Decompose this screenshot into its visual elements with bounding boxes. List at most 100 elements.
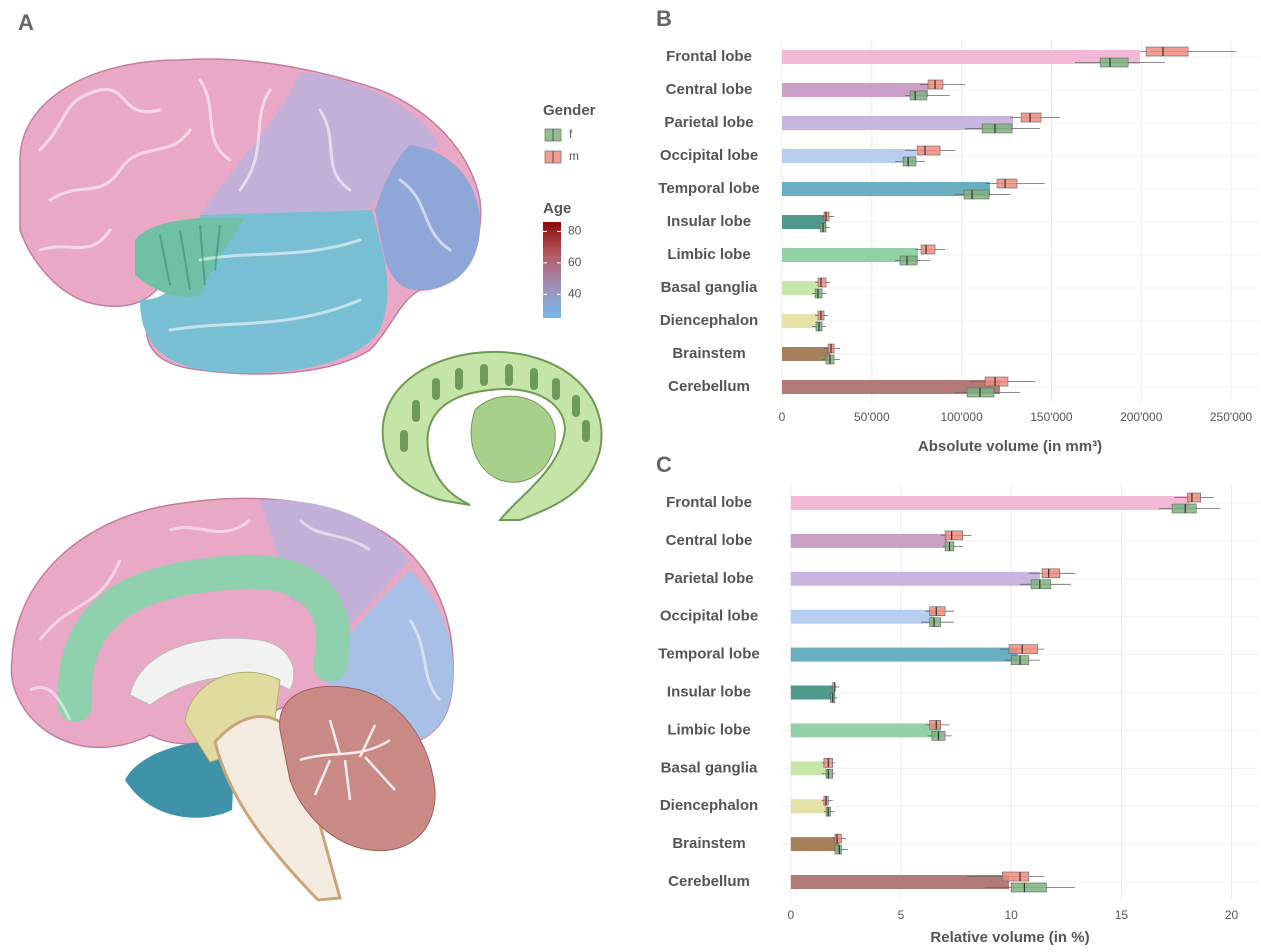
box xyxy=(1002,872,1028,881)
y-tick-label: Limbic lobe xyxy=(667,721,750,738)
box xyxy=(1042,569,1060,578)
figure: A xyxy=(0,0,1261,947)
x-tick-label: 10 xyxy=(1005,908,1019,922)
y-tick-label: Diencephalon xyxy=(660,797,758,814)
x-tick-label: 20 xyxy=(1225,908,1239,922)
box xyxy=(910,91,927,100)
x-tick-label: 5 xyxy=(898,908,905,922)
x-axis-title: Absolute volume (in mm³) xyxy=(918,438,1102,455)
box xyxy=(964,190,989,199)
y-tick-label: Frontal lobe xyxy=(666,48,752,65)
legend-label: m xyxy=(569,149,579,163)
medial-brain xyxy=(11,498,453,900)
bar xyxy=(791,648,1018,662)
box xyxy=(835,845,842,854)
y-tick-label: Occipital lobe xyxy=(660,147,758,164)
bar xyxy=(782,182,990,196)
lateral-brain xyxy=(20,59,481,374)
y-tick-label: Cerebellum xyxy=(668,873,750,890)
box xyxy=(1009,645,1038,654)
colorbar-label: 60 xyxy=(568,255,582,269)
panel-label: C xyxy=(656,452,672,477)
legend-label: f xyxy=(569,127,573,141)
box xyxy=(985,377,1008,386)
y-tick-label: Central lobe xyxy=(666,81,753,98)
panel-label: A xyxy=(18,10,34,35)
box xyxy=(826,769,833,778)
y-tick-label: Parietal lobe xyxy=(664,570,753,587)
page: A xyxy=(0,0,1261,952)
bar xyxy=(791,799,826,813)
box xyxy=(1100,58,1128,67)
box xyxy=(1011,883,1046,892)
bar xyxy=(782,83,928,97)
box xyxy=(835,834,842,843)
box xyxy=(982,124,1012,133)
box xyxy=(1172,504,1196,513)
bar xyxy=(782,116,1013,130)
y-tick-label: Central lobe xyxy=(666,532,753,549)
x-tick-label: 250'000 xyxy=(1210,410,1253,424)
bar xyxy=(782,149,916,163)
y-tick-label: Cerebellum xyxy=(668,378,750,395)
bar xyxy=(782,215,826,229)
y-tick-label: Basal ganglia xyxy=(661,759,758,776)
x-axis-title: Relative volume (in %) xyxy=(930,929,1089,946)
x-tick-label: 0 xyxy=(787,908,794,922)
age-colorbar xyxy=(543,222,561,318)
box xyxy=(945,531,963,540)
bar xyxy=(791,761,826,775)
box xyxy=(921,245,935,254)
legend-title: Age xyxy=(543,200,571,217)
y-tick-label: Basal ganglia xyxy=(661,279,758,296)
bar xyxy=(791,875,1009,889)
bar xyxy=(791,686,835,700)
bar xyxy=(791,572,1040,586)
y-tick-label: Brainstem xyxy=(672,835,745,852)
box xyxy=(930,618,941,627)
bar xyxy=(791,837,839,851)
box xyxy=(1146,47,1188,56)
bar xyxy=(791,723,941,737)
box xyxy=(997,179,1017,188)
x-tick-label: 150'000 xyxy=(1030,410,1073,424)
bar xyxy=(791,496,1190,510)
panel-label: B xyxy=(656,6,672,31)
x-tick-label: 0 xyxy=(779,410,786,424)
bar xyxy=(791,534,947,548)
box xyxy=(930,720,941,729)
bar xyxy=(782,248,918,262)
y-tick-label: Limbic lobe xyxy=(667,246,750,263)
bar xyxy=(782,281,818,295)
y-tick-label: Diencephalon xyxy=(660,312,758,329)
x-tick-label: 50'000 xyxy=(854,410,890,424)
colorbar-label: 40 xyxy=(568,287,582,301)
bar xyxy=(782,50,1140,64)
y-tick-label: Parietal lobe xyxy=(664,114,753,131)
y-tick-label: Temporal lobe xyxy=(658,646,759,663)
box xyxy=(1021,113,1041,122)
box xyxy=(1187,493,1200,502)
box xyxy=(930,607,945,616)
box xyxy=(903,157,916,166)
y-tick-label: Frontal lobe xyxy=(666,494,752,511)
box xyxy=(917,146,940,155)
legend-title: Gender xyxy=(543,102,596,119)
y-tick-label: Insular lobe xyxy=(667,213,751,230)
y-tick-label: Insular lobe xyxy=(667,683,751,700)
box xyxy=(900,256,917,265)
bar xyxy=(782,347,830,361)
box xyxy=(818,278,826,287)
x-tick-label: 200'000 xyxy=(1120,410,1163,424)
colorbar-label: 80 xyxy=(568,224,582,238)
x-tick-label: 100'000 xyxy=(940,410,983,424)
y-tick-label: Temporal lobe xyxy=(658,180,759,197)
x-tick-label: 15 xyxy=(1115,908,1129,922)
y-tick-label: Brainstem xyxy=(672,345,745,362)
bar xyxy=(791,610,934,624)
limbic-illustration xyxy=(383,352,602,520)
y-tick-label: Occipital lobe xyxy=(660,608,758,625)
box xyxy=(815,289,822,298)
bar xyxy=(782,314,818,328)
box xyxy=(1031,580,1051,589)
